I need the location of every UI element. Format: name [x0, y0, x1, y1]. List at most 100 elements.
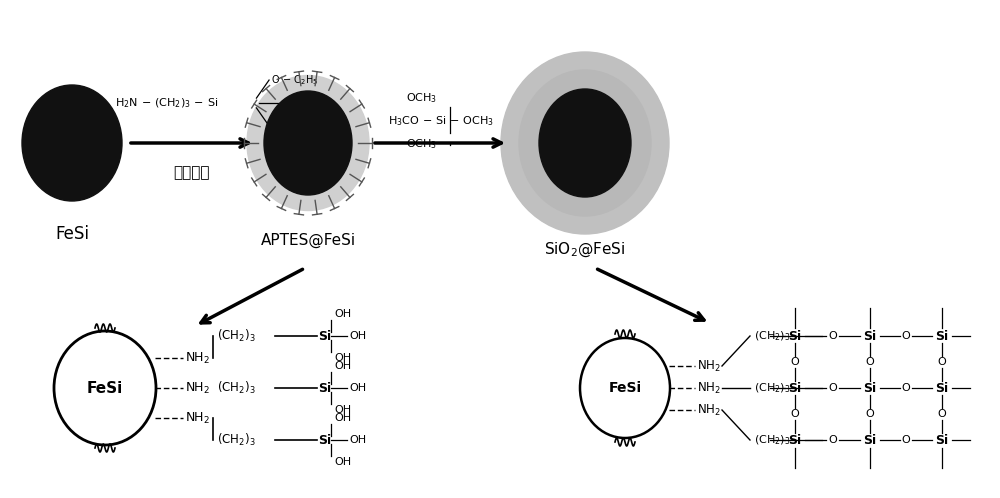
Text: NH$_2$: NH$_2$: [185, 380, 210, 395]
Ellipse shape: [247, 76, 369, 211]
Ellipse shape: [65, 137, 67, 140]
Ellipse shape: [572, 130, 588, 149]
Ellipse shape: [301, 136, 305, 141]
Text: H$_3$CO$\,-\,$Si$\,-\,$OCH$_3$: H$_3$CO$\,-\,$Si$\,-\,$OCH$_3$: [388, 114, 494, 128]
Text: OH: OH: [334, 353, 351, 363]
Ellipse shape: [577, 136, 582, 141]
Ellipse shape: [291, 124, 318, 156]
Ellipse shape: [296, 130, 311, 149]
Ellipse shape: [279, 109, 334, 174]
Ellipse shape: [270, 98, 345, 187]
Text: O: O: [828, 435, 837, 445]
Text: Si: Si: [318, 433, 332, 447]
Ellipse shape: [550, 103, 617, 181]
Ellipse shape: [290, 124, 319, 157]
Ellipse shape: [501, 52, 669, 234]
Ellipse shape: [284, 116, 326, 165]
Ellipse shape: [546, 98, 622, 187]
Text: OH: OH: [349, 331, 366, 341]
Ellipse shape: [272, 101, 342, 184]
Ellipse shape: [279, 110, 332, 172]
Ellipse shape: [277, 107, 336, 177]
Text: NH$_2$: NH$_2$: [697, 380, 721, 395]
Text: O: O: [938, 357, 946, 367]
Ellipse shape: [36, 103, 104, 181]
Ellipse shape: [283, 115, 327, 167]
Text: Si: Si: [788, 381, 802, 394]
Text: Si: Si: [788, 433, 802, 447]
Text: FeSi: FeSi: [87, 380, 123, 395]
Text: O$\,-\,$C$_2$H$_5$: O$\,-\,$C$_2$H$_5$: [283, 96, 331, 110]
Text: O: O: [791, 409, 799, 419]
Ellipse shape: [298, 133, 309, 146]
Text: Si: Si: [788, 330, 802, 343]
Ellipse shape: [576, 135, 583, 143]
Text: SiO$_2$@FeSi: SiO$_2$@FeSi: [544, 241, 626, 259]
Ellipse shape: [28, 92, 115, 193]
Ellipse shape: [54, 331, 156, 445]
Ellipse shape: [549, 102, 618, 182]
Text: O: O: [902, 435, 910, 445]
Ellipse shape: [289, 122, 320, 158]
Ellipse shape: [265, 92, 351, 194]
Text: (CH$_2$)$_3$: (CH$_2$)$_3$: [217, 432, 256, 448]
Text: APTES@FeSi: APTES@FeSi: [260, 233, 356, 248]
Ellipse shape: [266, 94, 350, 192]
Text: (CH$_2$)$_3$: (CH$_2$)$_3$: [217, 328, 256, 344]
Text: O: O: [866, 409, 874, 419]
Ellipse shape: [558, 113, 607, 169]
Ellipse shape: [542, 93, 627, 193]
Ellipse shape: [42, 109, 97, 173]
Text: Si: Si: [863, 381, 877, 394]
Ellipse shape: [573, 131, 587, 147]
Ellipse shape: [58, 129, 76, 149]
Text: O$\,-\,$C$_2$H$_5$: O$\,-\,$C$_2$H$_5$: [271, 119, 319, 133]
Text: OH: OH: [349, 383, 366, 393]
Ellipse shape: [273, 102, 341, 182]
Ellipse shape: [44, 112, 94, 170]
Ellipse shape: [297, 131, 310, 147]
Ellipse shape: [24, 88, 119, 198]
Ellipse shape: [293, 127, 315, 153]
Ellipse shape: [539, 89, 631, 197]
Ellipse shape: [50, 119, 87, 162]
Text: Si: Si: [935, 330, 949, 343]
Text: Si: Si: [318, 381, 332, 394]
Ellipse shape: [271, 100, 343, 185]
Ellipse shape: [285, 118, 325, 164]
Text: Si: Si: [863, 330, 877, 343]
Ellipse shape: [561, 117, 603, 165]
Text: (CH$_2$)$_3$: (CH$_2$)$_3$: [217, 380, 256, 396]
Text: NH$_2$: NH$_2$: [185, 410, 210, 426]
Ellipse shape: [55, 125, 80, 154]
Ellipse shape: [51, 120, 86, 160]
Text: OH: OH: [334, 457, 351, 467]
Text: O: O: [828, 331, 837, 341]
Text: OCH$_3$: OCH$_3$: [406, 91, 437, 105]
Text: O: O: [902, 331, 910, 341]
Ellipse shape: [551, 104, 616, 179]
Ellipse shape: [574, 132, 586, 146]
Ellipse shape: [544, 95, 625, 190]
Ellipse shape: [46, 115, 91, 166]
Ellipse shape: [559, 114, 605, 168]
Ellipse shape: [59, 130, 74, 148]
Ellipse shape: [553, 107, 613, 177]
Ellipse shape: [295, 129, 313, 150]
Text: Si: Si: [935, 381, 949, 394]
Ellipse shape: [282, 114, 329, 168]
Ellipse shape: [64, 135, 69, 141]
Ellipse shape: [274, 103, 340, 181]
Text: O: O: [902, 383, 910, 393]
Ellipse shape: [280, 112, 331, 171]
Ellipse shape: [34, 100, 107, 184]
Ellipse shape: [294, 128, 314, 151]
Ellipse shape: [60, 131, 73, 146]
Ellipse shape: [65, 137, 67, 140]
Ellipse shape: [31, 96, 111, 188]
Ellipse shape: [565, 122, 598, 159]
Ellipse shape: [552, 105, 614, 178]
Ellipse shape: [269, 97, 346, 188]
Text: (CH$_2$)$_3$: (CH$_2$)$_3$: [754, 381, 791, 395]
Ellipse shape: [580, 338, 670, 438]
